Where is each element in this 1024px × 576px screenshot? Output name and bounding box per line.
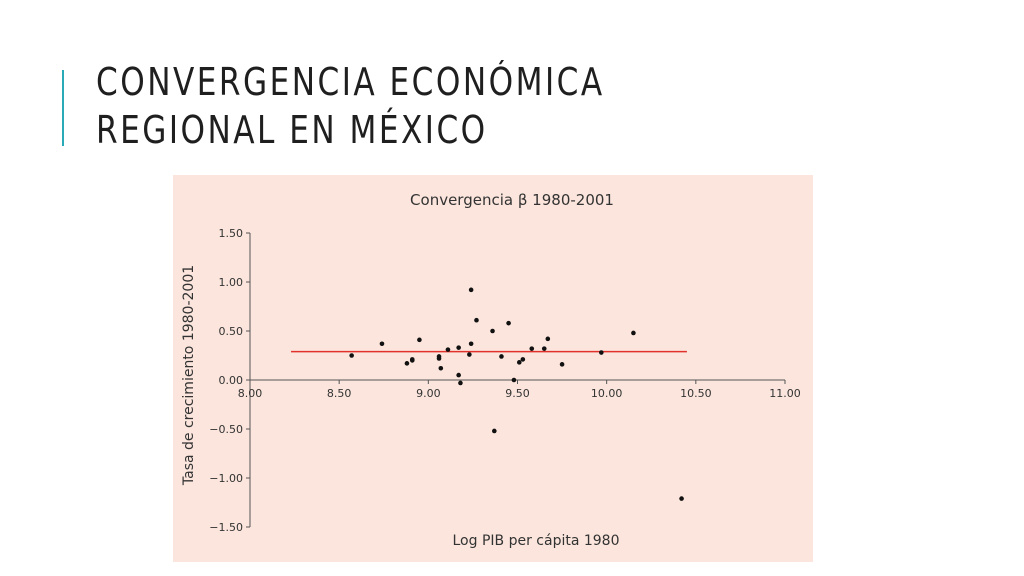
x-axis-ticks: 8.00 8.50 9.00 9.50 10.00 10.50 11.00: [238, 380, 801, 400]
data-point: [438, 365, 444, 371]
y-tick-label: 0.50: [219, 325, 244, 338]
data-point: [559, 362, 565, 367]
data-point: [349, 353, 354, 358]
data-point: [474, 317, 479, 323]
data-point: [506, 320, 511, 326]
data-point: [456, 345, 461, 350]
data-point: [379, 341, 385, 347]
data-point: [456, 372, 461, 378]
x-tick-label: 11.00: [769, 387, 801, 400]
y-axis-ticks: 1.50 1.00 0.50 0.00 −0.50 −1.00 −1.50: [209, 227, 250, 534]
y-tick-label: −1.50: [209, 521, 243, 534]
data-point: [436, 354, 442, 359]
x-tick-label: 9.50: [505, 387, 530, 400]
data-point: [545, 336, 551, 342]
title-accent-bar: [62, 70, 64, 146]
data-point: [467, 352, 472, 357]
slide-title: CONVERGENCIA ECONÓMICA REGIONAL EN MÉXIC…: [96, 60, 605, 152]
data-point: [679, 496, 684, 501]
data-point: [468, 341, 474, 347]
x-tick-label: 10.00: [591, 387, 623, 400]
scatter-chart-panel: Convergencia β 1980-2001 1.50 1.00 0.50 0.0…: [173, 175, 813, 562]
x-tick-label: 10.50: [680, 387, 712, 400]
data-point: [468, 287, 474, 293]
data-point: [490, 328, 495, 334]
data-point: [445, 347, 451, 352]
data-point: [492, 428, 497, 434]
x-tick-label: 8.50: [327, 387, 352, 400]
x-tick-label: 9.00: [416, 387, 441, 400]
y-tick-label: −1.00: [209, 472, 243, 485]
data-point: [520, 357, 526, 362]
data-point: [458, 380, 463, 386]
y-tick-label: 0.00: [219, 374, 244, 387]
data-point: [404, 361, 410, 366]
data-point: [511, 377, 517, 383]
y-tick-label: −0.50: [209, 423, 243, 436]
data-point: [516, 360, 522, 365]
data-point: [417, 337, 422, 343]
data-point: [599, 350, 604, 355]
y-axis-title: Tasa de crecimiento 1980-2001: [181, 265, 197, 486]
y-tick-label: 1.00: [219, 276, 244, 289]
data-point: [499, 354, 504, 359]
data-points: [349, 287, 684, 501]
y-tick-label: 1.50: [219, 227, 244, 240]
data-point: [631, 330, 636, 336]
x-tick-label: 8.00: [238, 387, 263, 400]
scatter-chart: Convergencia β 1980-2001 1.50 1.00 0.50 0.0…: [181, 191, 801, 549]
x-axis-title: Log PIB per cápita 1980: [453, 533, 620, 549]
chart-title: Convergencia β 1980-2001: [410, 191, 614, 209]
data-point: [409, 357, 415, 362]
data-point: [529, 346, 535, 351]
data-point: [541, 346, 547, 351]
